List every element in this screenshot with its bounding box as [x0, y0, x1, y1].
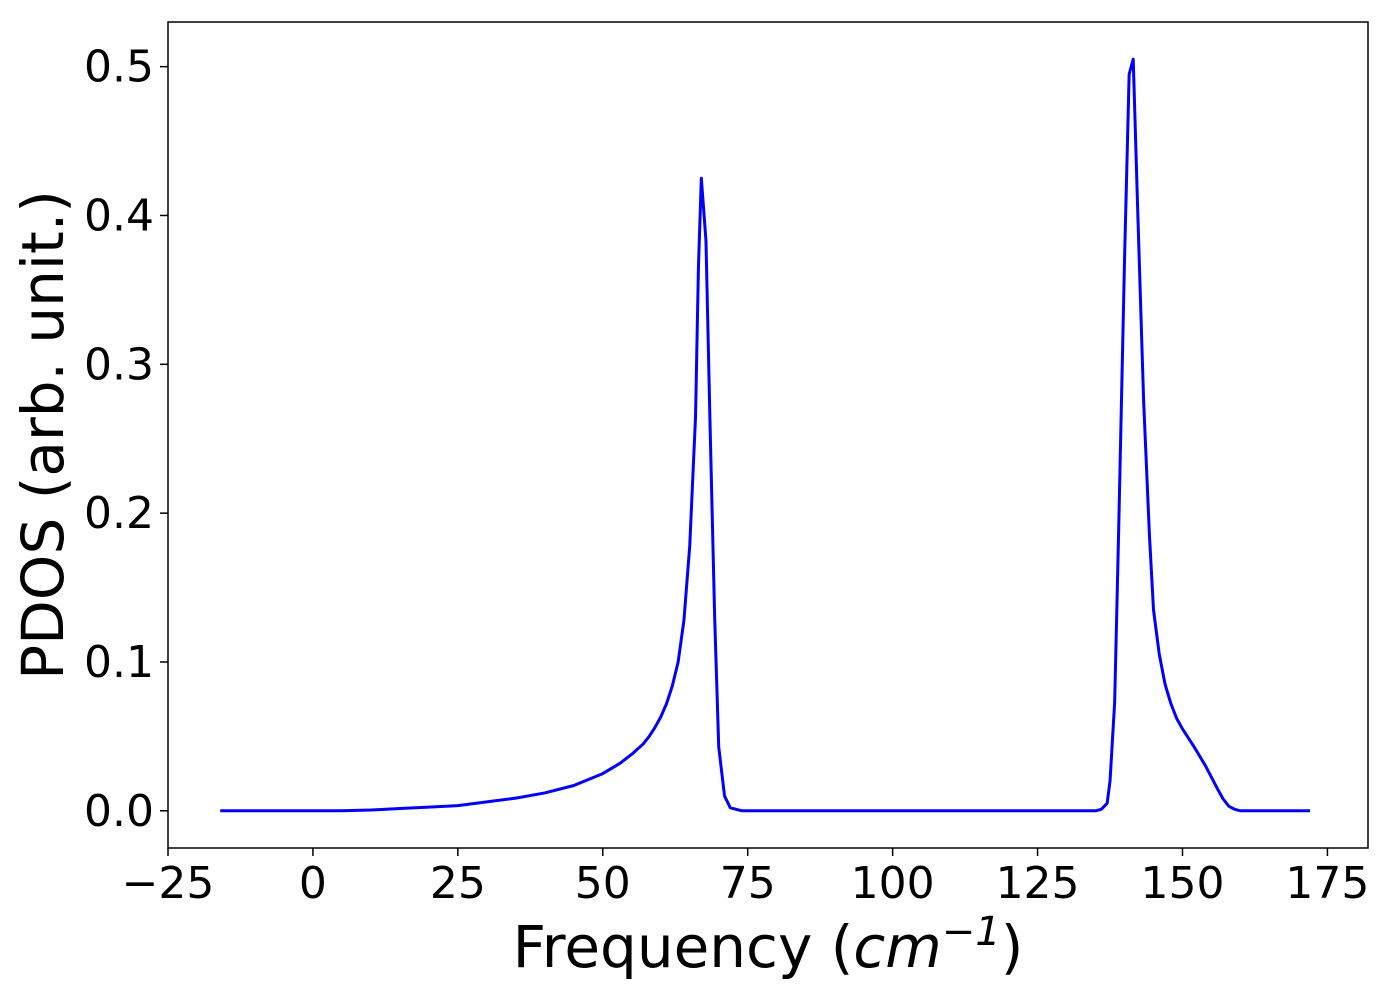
x-tick-label: 75: [720, 858, 776, 909]
x-tick-label: 50: [575, 858, 631, 909]
x-axis-label: Frequency (cm−1): [513, 909, 1024, 981]
plot-frame: [167, 21, 1369, 849]
x-ticks: −25 0 25 50 75 100 125 150 175: [122, 848, 1369, 909]
y-axis-label: PDOS (arb. unit.): [9, 190, 77, 680]
x-tick-label: 100: [851, 858, 935, 909]
x-axis-label-prefix: Frequency (: [513, 913, 854, 981]
plot-layer: [220, 57, 1311, 813]
x-tick-label: 150: [1141, 858, 1225, 909]
x-tick-label: −25: [122, 858, 215, 909]
y-tick-label: 0.5: [84, 42, 154, 93]
x-tick-label: 0: [299, 858, 327, 909]
series-line-0: [220, 57, 1311, 813]
y-ticks: 0.0 0.1 0.2 0.3 0.4 0.5: [84, 42, 168, 837]
y-tick-label: 0.0: [84, 786, 154, 837]
x-tick-label: 25: [430, 858, 486, 909]
x-tick-label: 125: [996, 858, 1080, 909]
x-axis-label-suffix: ): [1001, 913, 1024, 981]
x-axis-label-unit: cm: [853, 913, 941, 981]
y-tick-label: 0.2: [84, 488, 154, 539]
y-tick-label: 0.3: [84, 339, 154, 390]
x-axis-label-exponent: −1: [942, 909, 1001, 955]
x-tick-label: 175: [1285, 858, 1369, 909]
y-tick-label: 0.1: [84, 637, 154, 688]
y-tick-label: 0.4: [84, 190, 154, 241]
